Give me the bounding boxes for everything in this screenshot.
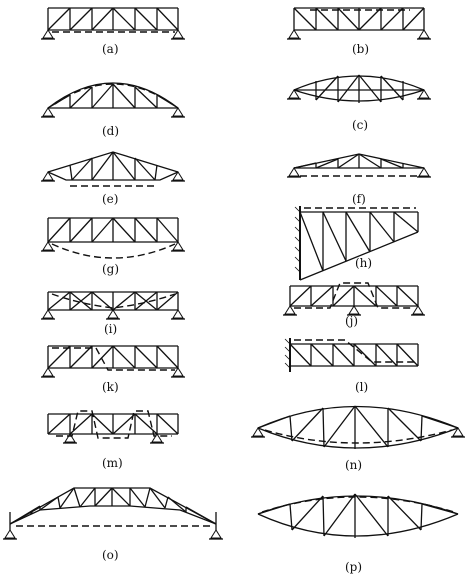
truss-panel-k	[41, 346, 185, 377]
truss-panel-b	[287, 8, 431, 39]
panel-label-a: (a)	[102, 42, 119, 56]
truss-panel-e	[41, 152, 185, 186]
panel-label-g: (g)	[102, 262, 119, 276]
panel-label-j: (j)	[345, 314, 358, 328]
panel-label-m: (m)	[102, 456, 123, 470]
panel-label-n: (n)	[345, 458, 362, 472]
truss-panel-f	[287, 154, 431, 177]
panel-label-h: (h)	[355, 256, 372, 270]
truss-panel-n	[251, 406, 465, 449]
panel-label-b: (b)	[352, 42, 369, 56]
panel-label-k: (k)	[102, 380, 119, 394]
panel-label-l: (l)	[355, 380, 368, 394]
panel-label-o: (o)	[102, 548, 119, 562]
truss-panel-p	[258, 494, 458, 538]
truss-panel-o	[3, 488, 223, 539]
panel-label-c: (c)	[352, 118, 368, 132]
panel-label-e: (e)	[102, 192, 118, 206]
truss-panel-l	[285, 338, 418, 372]
truss-panel-c	[287, 75, 431, 103]
panel-label-f: (f)	[352, 192, 366, 206]
panel-label-i: (i)	[104, 322, 117, 336]
truss-panel-a	[41, 8, 185, 39]
panel-label-p: (p)	[345, 560, 362, 574]
truss-panel-d	[41, 83, 185, 117]
truss-panel-i	[41, 292, 185, 319]
truss-panel-m	[48, 411, 178, 443]
truss-panel-g	[41, 218, 185, 258]
truss-panel-j	[283, 283, 425, 315]
panel-label-d: (d)	[102, 124, 119, 138]
